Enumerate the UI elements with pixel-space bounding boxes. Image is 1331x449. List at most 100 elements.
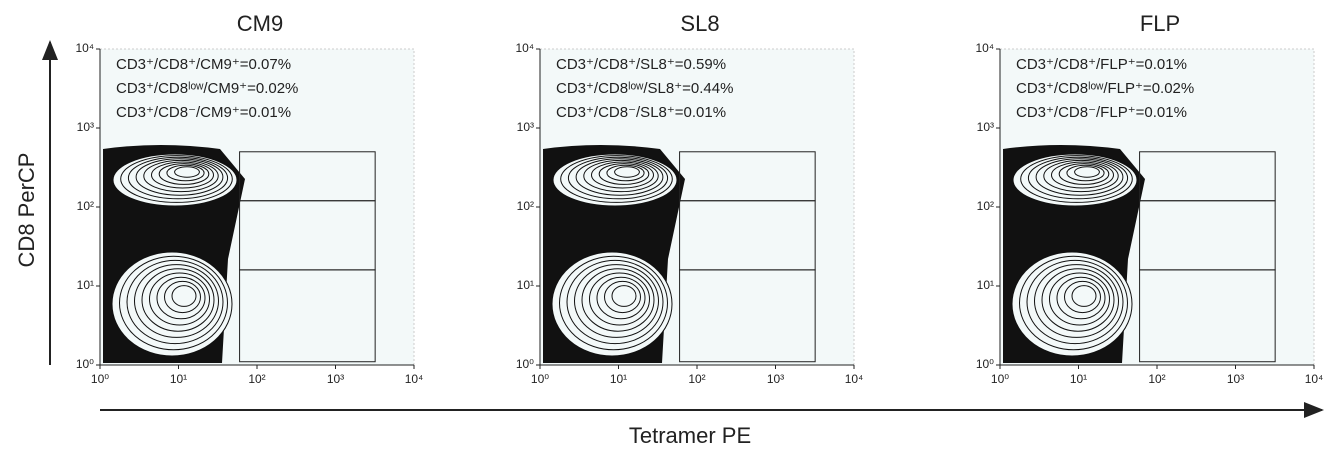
- contour-ring: [575, 158, 664, 196]
- contour-ring: [1056, 276, 1106, 320]
- contour-ring: [567, 156, 669, 200]
- contour-ring: [581, 268, 655, 332]
- contour-ring: [127, 156, 229, 200]
- contour-ring: [1049, 272, 1110, 326]
- contour-ring: [174, 166, 200, 178]
- contour-ring: [1043, 159, 1119, 193]
- contour-ring: [135, 158, 224, 196]
- contour-ring: [158, 163, 210, 185]
- gate: [1139, 269, 1276, 363]
- annotation: CD3⁺/CD8⁻/FLP⁺=0.01%: [1016, 104, 1187, 121]
- contour-ring: [606, 164, 645, 182]
- contour-ring: [164, 280, 201, 314]
- y-tick-label: 10²: [517, 199, 534, 213]
- contour-ring: [1074, 166, 1100, 178]
- contour-ring: [1027, 156, 1129, 200]
- contour-ring: [589, 272, 650, 326]
- contour-ring: [583, 159, 659, 193]
- y-tick-label: 10⁴: [515, 41, 534, 55]
- y-tick-label: 10⁴: [975, 41, 994, 55]
- contour-ring: [598, 163, 650, 185]
- gate: [679, 269, 816, 363]
- y-tick-label: 10²: [77, 199, 94, 213]
- contour-ring: [1019, 255, 1128, 351]
- contour-ring: [559, 255, 668, 351]
- annotation: CD3⁺/CD8ˡᵒʷ/FLP⁺=0.02%: [1016, 80, 1194, 97]
- contour-ring: [126, 259, 224, 345]
- y-tick-label: 10³: [977, 120, 994, 134]
- y-tick-label: 10⁰: [76, 357, 94, 371]
- contour-ring: [1041, 268, 1115, 332]
- annotation: CD3⁺/CD8ˡᵒʷ/SL8⁺=0.44%: [556, 80, 733, 97]
- contour-ring: [1064, 280, 1101, 314]
- y-tick-label: 10⁴: [75, 41, 94, 55]
- contour-ring: [614, 166, 640, 178]
- contour-blobs: [1003, 145, 1145, 363]
- contour-ring: [149, 272, 210, 326]
- contour-ring: [596, 276, 646, 320]
- x-tick-label: 10⁰: [91, 372, 109, 386]
- contour-ring: [171, 285, 197, 307]
- x-tick-label: 10³: [767, 372, 784, 386]
- annotation: CD3⁺/CD8⁺/CM9⁺=0.07%: [116, 56, 291, 73]
- contour-ring: [151, 161, 214, 189]
- x-tick-label: 10⁰: [531, 372, 549, 386]
- y-tick-label: 10³: [517, 120, 534, 134]
- annotation: CD3⁺/CD8ˡᵒʷ/CM9⁺=0.02%: [116, 80, 298, 97]
- x-tick-label: 10²: [688, 372, 705, 386]
- x-tick-label: 10⁰: [991, 372, 1009, 386]
- x-axis-label: Tetramer PE: [629, 423, 751, 448]
- annotation: CD3⁺/CD8⁻/SL8⁺=0.01%: [556, 104, 726, 121]
- contour-ring: [1035, 158, 1124, 196]
- y-axis-label: CD8 PerCP: [14, 153, 39, 268]
- x-tick-label: 10³: [1227, 372, 1244, 386]
- y-tick-label: 10¹: [977, 278, 994, 292]
- y-tick-label: 10¹: [517, 278, 534, 292]
- x-tick-label: 10³: [327, 372, 344, 386]
- y-tick-label: 10²: [977, 199, 994, 213]
- x-tick-label: 10⁴: [405, 372, 424, 386]
- contour-ring: [156, 276, 206, 320]
- panel-title: SL8: [680, 11, 719, 36]
- contour-blobs: [103, 145, 245, 363]
- contour-ring: [112, 153, 238, 207]
- contour-ring: [566, 259, 664, 345]
- contour-ring: [1026, 259, 1124, 345]
- contour-ring: [143, 159, 219, 193]
- panel-title: CM9: [237, 11, 283, 36]
- contour-ring: [1066, 164, 1105, 182]
- contour-ring: [574, 264, 659, 338]
- contour-ring: [552, 153, 678, 207]
- contour-ring: [141, 268, 215, 332]
- y-tick-label: 10³: [77, 120, 94, 134]
- contour-ring: [591, 161, 654, 189]
- x-tick-label: 10¹: [610, 372, 627, 386]
- x-tick-label: 10⁴: [1305, 372, 1324, 386]
- x-tick-label: 10²: [248, 372, 265, 386]
- contour-ring: [1020, 155, 1133, 203]
- contour-ring: [1051, 161, 1114, 189]
- contour-ring: [560, 155, 673, 203]
- contour-blobs: [543, 145, 685, 363]
- contour-ring: [1058, 163, 1110, 185]
- annotation: CD3⁺/CD8⁻/CM9⁺=0.01%: [116, 104, 291, 121]
- x-tick-label: 10¹: [1070, 372, 1087, 386]
- panel-title: FLP: [1140, 11, 1180, 36]
- gate: [239, 269, 376, 363]
- contour-ring: [134, 264, 219, 338]
- contour-ring: [166, 164, 205, 182]
- annotation: CD3⁺/CD8⁺/SL8⁺=0.59%: [556, 56, 726, 73]
- contour-ring: [119, 255, 228, 351]
- contour-ring: [1071, 285, 1097, 307]
- y-tick-label: 10⁰: [976, 357, 994, 371]
- contour-ring: [1034, 264, 1119, 338]
- x-tick-label: 10¹: [170, 372, 187, 386]
- x-tick-label: 10⁴: [845, 372, 864, 386]
- annotation: CD3⁺/CD8⁺/FLP⁺=0.01%: [1016, 56, 1187, 73]
- contour-ring: [120, 155, 233, 203]
- contour-ring: [611, 285, 637, 307]
- y-tick-label: 10¹: [77, 278, 94, 292]
- x-tick-label: 10²: [1148, 372, 1165, 386]
- y-tick-label: 10⁰: [516, 357, 534, 371]
